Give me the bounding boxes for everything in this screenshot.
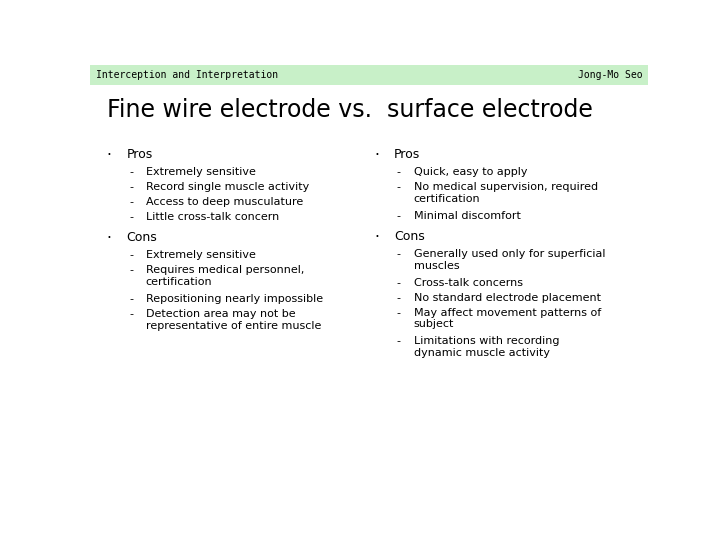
Text: dynamic muscle activity: dynamic muscle activity [414,348,549,358]
Text: -: - [397,167,401,177]
Text: -: - [129,250,133,260]
Text: Pros: Pros [126,148,153,161]
Text: Minimal discomfort: Minimal discomfort [414,211,521,221]
Text: Repositioning nearly impossible: Repositioning nearly impossible [145,294,323,304]
Text: -: - [129,265,133,275]
Text: Quick, easy to apply: Quick, easy to apply [414,167,527,177]
Text: Limitations with recording: Limitations with recording [414,336,559,346]
Text: certification: certification [414,194,480,204]
Text: ·: · [107,231,112,246]
Text: -: - [397,211,401,221]
Text: -: - [397,278,401,288]
Text: Cons: Cons [394,230,425,243]
Text: Cons: Cons [126,231,157,244]
Text: Fine wire electrode vs.  surface electrode: Fine wire electrode vs. surface electrod… [107,98,593,122]
Text: -: - [129,197,133,207]
FancyBboxPatch shape [90,65,648,85]
Text: Generally used only for superficial: Generally used only for superficial [414,249,605,259]
Text: -: - [397,249,401,259]
Text: -: - [397,182,401,192]
Text: May affect movement patterns of: May affect movement patterns of [414,308,601,318]
Text: Record single muscle activity: Record single muscle activity [145,182,309,192]
Text: No standard electrode placement: No standard electrode placement [414,293,600,302]
Text: Jong-Mo Seo: Jong-Mo Seo [577,70,642,80]
Text: -: - [397,293,401,302]
Text: Interception and Interpretation: Interception and Interpretation [96,70,278,80]
Text: ·: · [374,230,379,245]
Text: representative of entire muscle: representative of entire muscle [145,321,321,330]
Text: ·: · [374,148,379,163]
Text: muscles: muscles [414,261,459,271]
Text: -: - [397,308,401,318]
Text: subject: subject [414,319,454,329]
Text: Extremely sensitive: Extremely sensitive [145,250,256,260]
Text: -: - [129,294,133,304]
Text: -: - [397,336,401,346]
Text: Extremely sensitive: Extremely sensitive [145,167,256,177]
Text: Access to deep musculature: Access to deep musculature [145,197,303,207]
Text: -: - [129,212,133,222]
Text: ·: · [107,148,112,163]
Text: -: - [129,309,133,319]
Text: certification: certification [145,277,212,287]
Text: No medical supervision, required: No medical supervision, required [414,182,598,192]
Text: Pros: Pros [394,148,420,161]
Text: -: - [129,167,133,177]
Text: Little cross-talk concern: Little cross-talk concern [145,212,279,222]
Text: Cross-talk concerns: Cross-talk concerns [414,278,523,288]
Text: Requires medical personnel,: Requires medical personnel, [145,265,304,275]
Text: -: - [129,182,133,192]
Text: Detection area may not be: Detection area may not be [145,309,295,319]
